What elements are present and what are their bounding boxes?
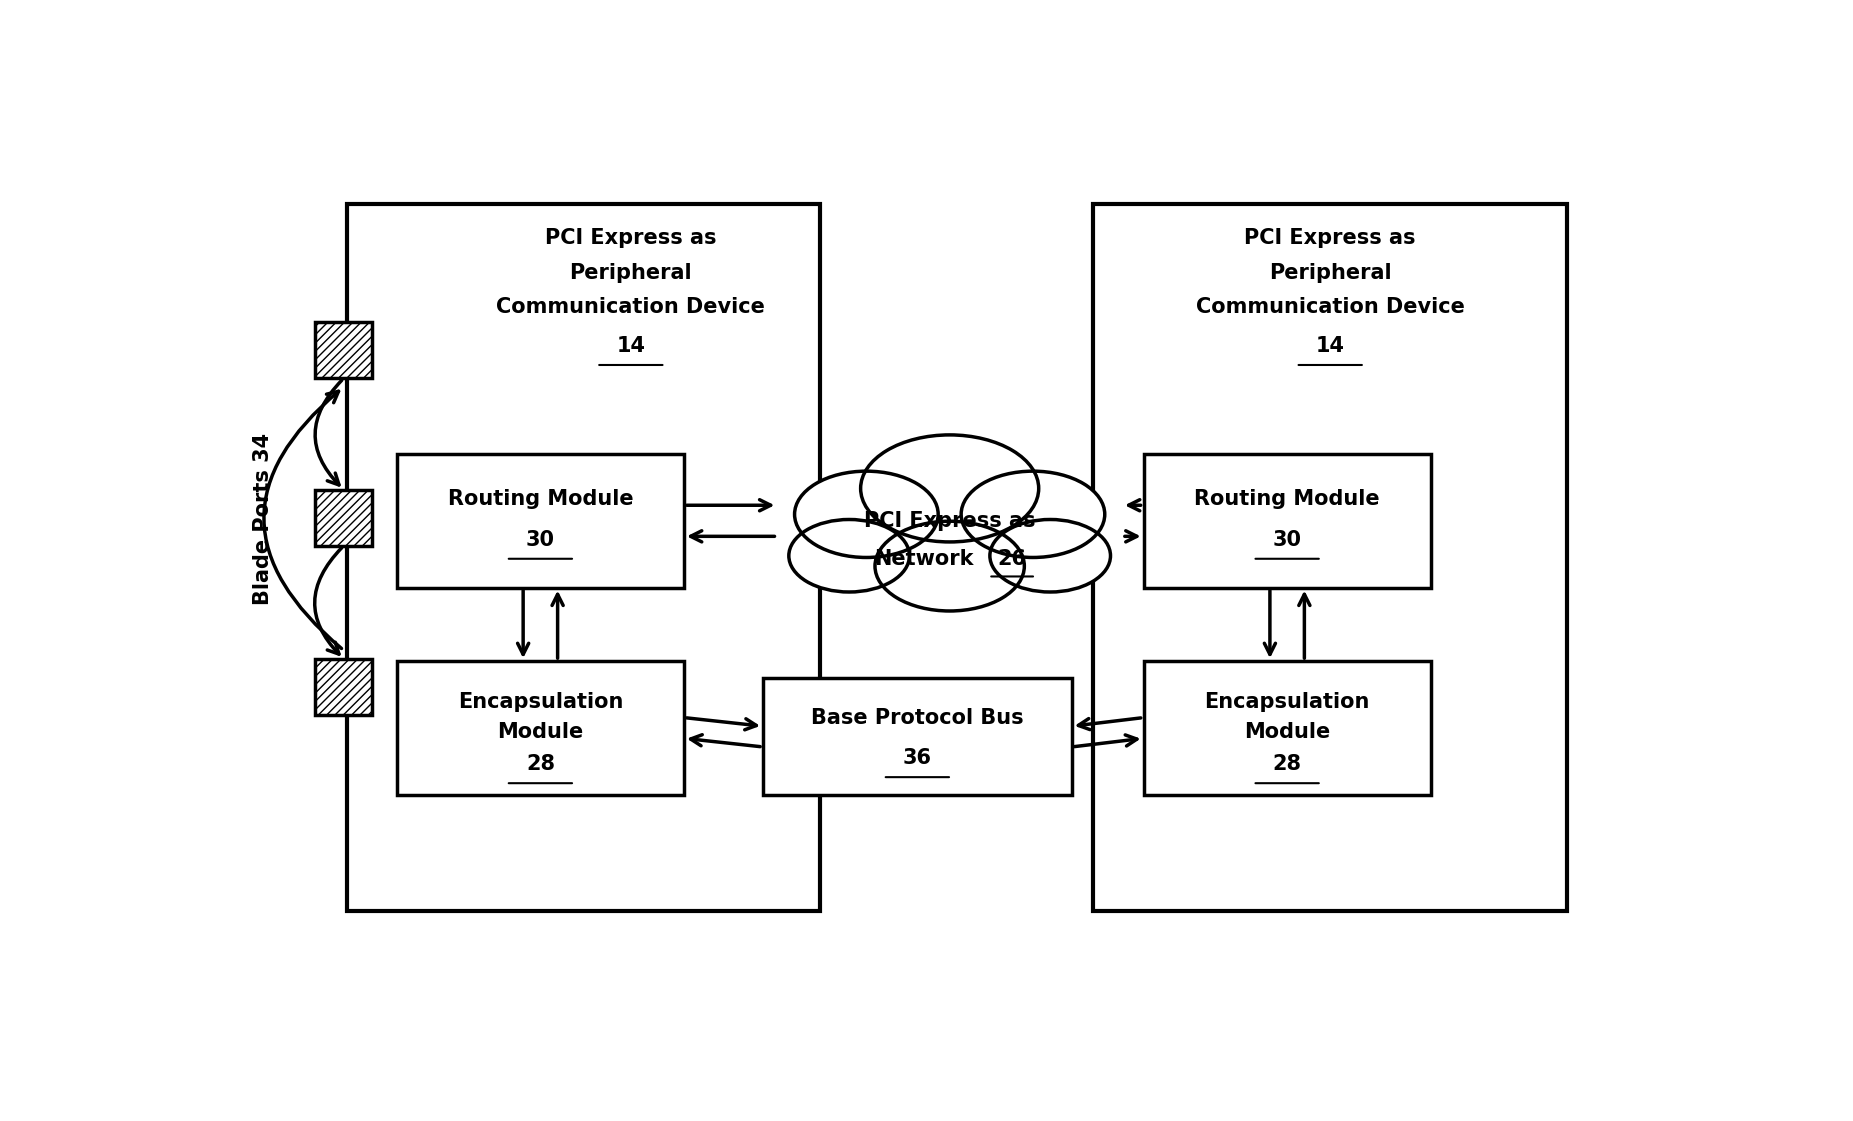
Text: Module: Module	[1243, 722, 1330, 742]
Ellipse shape	[962, 471, 1104, 557]
Text: 30: 30	[1273, 530, 1301, 549]
Ellipse shape	[860, 435, 1040, 541]
FancyBboxPatch shape	[1143, 454, 1431, 587]
Bar	[315, 490, 372, 546]
Text: Peripheral: Peripheral	[569, 262, 693, 282]
Text: 28: 28	[526, 754, 554, 775]
Ellipse shape	[990, 519, 1110, 592]
Text: Routing Module: Routing Module	[448, 489, 634, 509]
Text: Encapsulation: Encapsulation	[458, 692, 623, 712]
Ellipse shape	[875, 521, 1025, 611]
Text: Communication Device: Communication Device	[1195, 297, 1464, 317]
Text: Communication Device: Communication Device	[497, 297, 765, 317]
Text: Peripheral: Peripheral	[1269, 262, 1392, 282]
Text: Blade Ports 34: Blade Ports 34	[254, 433, 272, 604]
Text: PCI Express as: PCI Express as	[1245, 228, 1416, 248]
Text: 26: 26	[997, 549, 1027, 569]
FancyBboxPatch shape	[1093, 204, 1568, 911]
FancyBboxPatch shape	[1143, 661, 1431, 795]
Text: 14: 14	[1316, 336, 1345, 356]
Bar	[315, 322, 372, 379]
Bar	[315, 659, 372, 715]
Text: Routing Module: Routing Module	[1195, 489, 1380, 509]
Text: Network: Network	[875, 549, 973, 569]
Text: PCI Express as: PCI Express as	[863, 511, 1036, 531]
FancyBboxPatch shape	[397, 661, 684, 795]
Text: PCI Express as: PCI Express as	[545, 228, 717, 248]
Text: 14: 14	[617, 336, 645, 356]
FancyBboxPatch shape	[347, 204, 821, 911]
Text: 30: 30	[526, 530, 554, 549]
Text: Base Protocol Bus: Base Protocol Bus	[812, 707, 1023, 728]
Ellipse shape	[795, 471, 938, 557]
Text: Module: Module	[497, 722, 584, 742]
Text: 36: 36	[902, 748, 932, 768]
FancyBboxPatch shape	[397, 454, 684, 587]
FancyBboxPatch shape	[763, 678, 1071, 795]
Ellipse shape	[789, 519, 910, 592]
Text: 28: 28	[1273, 754, 1301, 775]
Text: Encapsulation: Encapsulation	[1204, 692, 1369, 712]
